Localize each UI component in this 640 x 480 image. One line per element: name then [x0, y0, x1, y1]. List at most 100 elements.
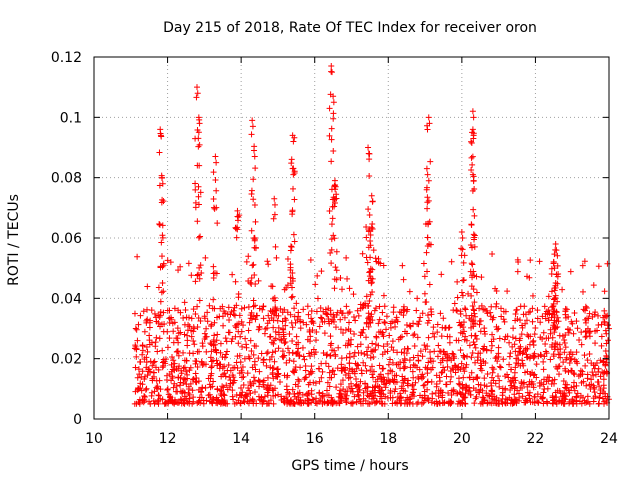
data-point: [537, 319, 544, 326]
data-point: [476, 389, 483, 396]
data-point: [570, 383, 577, 390]
data-point: [384, 348, 391, 355]
data-point: [305, 397, 312, 404]
data-point: [458, 228, 465, 235]
data-point: [604, 260, 611, 267]
data-point: [454, 278, 461, 285]
data-point: [586, 400, 593, 407]
data-point: [173, 335, 180, 342]
data-point: [170, 339, 177, 346]
data-point: [459, 397, 466, 404]
data-point: [469, 126, 476, 133]
data-point: [474, 375, 481, 382]
data-point: [540, 366, 547, 373]
data-point: [487, 309, 494, 316]
data-point: [500, 316, 507, 323]
data-point: [371, 384, 378, 391]
data-point: [582, 400, 589, 407]
data-point: [367, 265, 374, 272]
data-point: [421, 290, 428, 297]
data-point: [389, 368, 396, 375]
data-point: [571, 371, 578, 378]
data-point: [204, 318, 211, 325]
data-point: [399, 373, 406, 380]
data-point: [251, 153, 258, 160]
data-point: [523, 351, 530, 358]
data-point: [374, 376, 381, 383]
data-point: [291, 305, 298, 312]
data-point: [359, 250, 366, 257]
data-point: [248, 187, 255, 194]
data-point: [573, 318, 580, 325]
data-point: [379, 309, 386, 316]
data-point: [305, 400, 312, 407]
data-point: [176, 363, 183, 370]
data-point: [534, 391, 541, 398]
data-point: [229, 387, 236, 394]
x-tick-label: 24: [600, 431, 618, 447]
data-point: [376, 398, 383, 405]
x-tick-label: 16: [306, 431, 324, 447]
data-point: [233, 399, 240, 406]
data-point: [160, 362, 167, 369]
data-point: [380, 374, 387, 381]
data-point: [401, 307, 408, 314]
data-point: [190, 306, 197, 313]
data-point: [526, 389, 533, 396]
data-point: [605, 337, 612, 344]
data-point: [425, 220, 432, 227]
data-point: [291, 313, 298, 320]
data-point: [424, 312, 431, 319]
data-point: [213, 357, 220, 364]
data-point: [357, 341, 364, 348]
data-point: [586, 310, 593, 317]
data-point: [263, 362, 270, 369]
data-point: [256, 383, 263, 390]
data-point: [397, 390, 404, 397]
data-point: [569, 400, 576, 407]
data-point: [337, 274, 344, 281]
data-point: [137, 312, 144, 319]
data-point: [472, 359, 479, 366]
data-point: [579, 288, 586, 295]
data-point: [134, 374, 141, 381]
data-point: [584, 357, 591, 364]
data-point: [580, 306, 587, 313]
data-point: [327, 333, 334, 340]
data-point: [414, 295, 421, 302]
data-point: [291, 400, 298, 407]
data-point: [524, 354, 531, 361]
data-point: [175, 374, 182, 381]
data-point: [566, 360, 573, 366]
data-point: [241, 394, 248, 401]
data-point: [174, 325, 181, 332]
data-point: [562, 396, 569, 403]
data-point: [270, 393, 277, 400]
data-point: [332, 324, 339, 331]
data-point: [425, 334, 432, 341]
data-point: [213, 159, 220, 166]
data-point: [191, 341, 198, 348]
data-point: [571, 309, 578, 316]
data-point: [187, 364, 194, 371]
data-point: [470, 339, 477, 346]
data-point: [211, 319, 218, 326]
data-point: [264, 374, 271, 381]
data-point: [393, 314, 400, 321]
data-point: [264, 392, 271, 399]
data-point: [160, 328, 167, 335]
data-point: [495, 373, 502, 380]
data-point: [247, 312, 254, 319]
data-point: [314, 295, 321, 302]
data-point: [469, 274, 476, 281]
data-point: [487, 313, 494, 320]
data-point: [410, 320, 417, 327]
data-point: [368, 279, 375, 286]
data-point: [278, 393, 285, 400]
data-point: [251, 358, 258, 365]
data-point: [434, 321, 441, 328]
data-point: [140, 308, 147, 315]
data-point: [498, 305, 505, 312]
data-point: [453, 337, 460, 344]
data-point: [293, 350, 300, 357]
